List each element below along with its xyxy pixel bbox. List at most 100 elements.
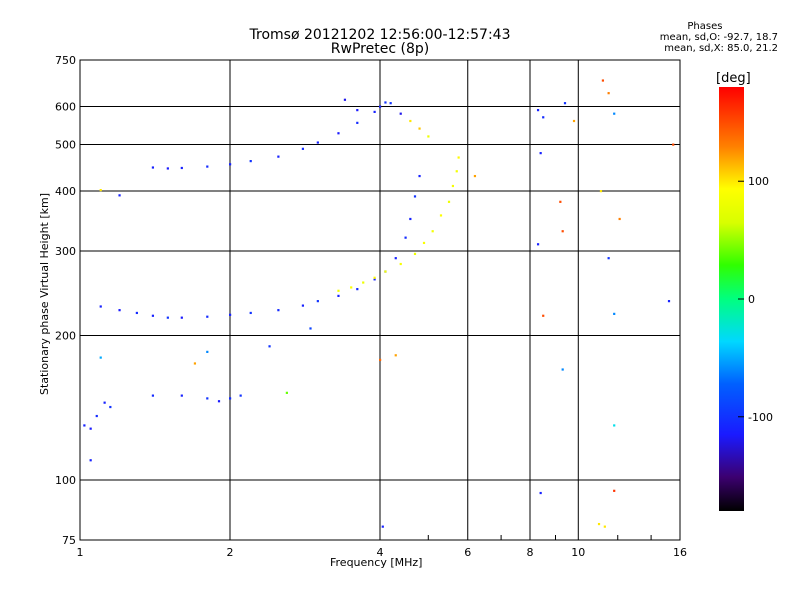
data-point [316,141,319,144]
data-point [277,309,280,312]
data-point [350,286,353,289]
data-point [373,110,376,113]
data-point [618,217,621,221]
data-point [379,358,382,362]
scatter-points [83,79,675,528]
data-point [607,257,610,260]
y-axis-ticks: 75 100 200 300 400 500 600 750 [55,54,76,547]
data-point [309,327,312,330]
x-tick-label: 8 [527,546,534,559]
data-point [83,424,86,427]
data-point [613,312,616,315]
y-tick-label: 400 [55,185,76,198]
data-point [672,143,675,146]
data-point [536,243,540,246]
data-point [603,525,606,528]
phase-statistics: Phases mean, sd,O: -92.7, 18.7 mean, sd,… [660,21,778,54]
data-point [99,305,102,308]
x-tick-label: 10 [571,546,585,559]
data-point [413,252,417,256]
data-point [418,127,421,130]
stats-title: Phases [687,21,723,32]
y-tick-label: 100 [55,474,76,487]
data-point [599,190,603,193]
data-point [384,101,387,104]
data-point [217,400,221,403]
data-point [166,316,169,319]
data-point [613,489,616,492]
data-point [151,314,155,317]
data-point [473,174,477,178]
data-point [536,109,540,112]
data-point [135,311,138,315]
y-tick-label: 750 [55,54,76,67]
data-point [572,119,576,123]
data-point [409,217,412,221]
data-point [118,309,121,312]
colorbar-tick-label: -100 [748,411,773,424]
data-point [601,79,605,82]
data-point [109,405,112,409]
data-point [180,394,183,397]
x-axis-label: Frequency [MHz] [330,556,423,569]
data-point [404,236,407,239]
data-point [301,304,305,307]
x-axis-ticks: 1 2 4 6 8 10 16 [77,535,687,559]
data-point [542,314,545,317]
x-tick-label: 2 [227,546,234,559]
x-tick-label: 1 [77,546,84,559]
data-point [193,362,197,365]
data-point [206,165,209,168]
data-point [413,195,417,198]
y-tick-label: 200 [55,330,76,343]
data-point [99,189,102,192]
data-point [249,311,252,315]
data-point [89,427,92,430]
data-point [561,230,564,233]
data-point [229,313,232,316]
data-point [118,194,121,197]
data-point [613,424,616,427]
data-point [373,276,376,279]
data-point [356,109,359,112]
data-point [667,300,671,303]
data-point [206,315,209,318]
stats-x-mode: mean, sd,X: 85.0, 21.2 [664,43,778,54]
y-axis-label: Stationary phase Virtual Height [km] [38,192,51,395]
data-point [439,214,443,217]
data-point [381,525,384,528]
colorbar-unit: [deg] [716,71,751,86]
data-point [418,174,421,178]
data-point [249,160,252,163]
data-point [229,163,232,166]
colorbar-ticks: 100 0 -100 [738,175,773,424]
data-point [229,397,232,400]
data-point [597,522,601,526]
data-point [99,356,102,359]
chart-title: Tromsø 20121202 12:56:00-12:57:43 [249,27,511,43]
chart-subtitle: RwPretec (8p) [330,41,430,57]
x-tick-label: 4 [377,546,384,559]
data-point [151,166,155,169]
x-tick-label: 6 [464,546,471,559]
data-point [337,132,340,135]
data-point [180,316,183,319]
data-point [539,152,542,155]
data-point [356,288,359,291]
data-point [337,294,340,297]
data-point [343,98,347,101]
data-point [394,257,397,260]
data-point [607,92,610,95]
y-tick-label: 500 [55,139,76,152]
data-point [563,102,567,105]
y-tick-label: 300 [55,245,76,258]
plot-frame [79,59,681,541]
colorbar-tick-label: 0 [748,293,755,306]
data-point [379,105,382,108]
data-point [399,262,402,266]
data-point [394,354,397,357]
data-point [206,350,209,353]
data-point [447,200,451,203]
data-point [316,300,319,303]
